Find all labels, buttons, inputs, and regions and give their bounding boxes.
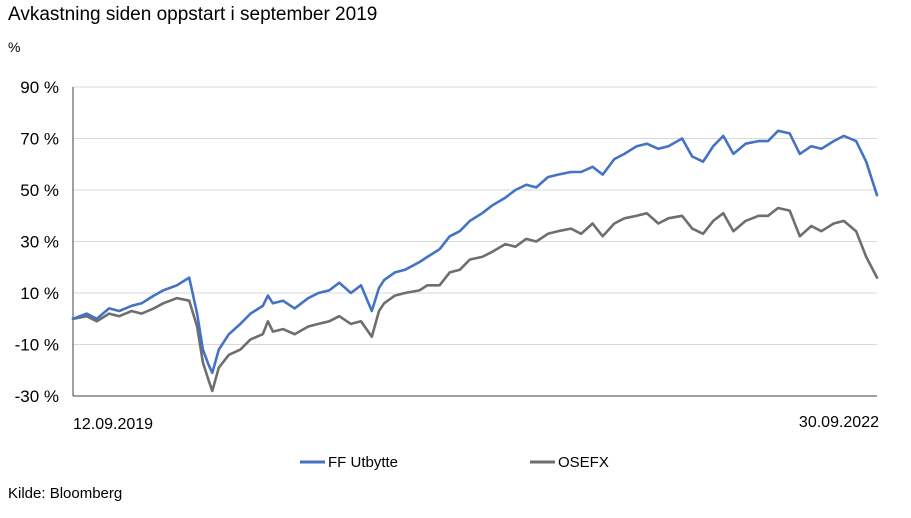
y-tick-label: 70 % [20, 130, 59, 149]
x-start-label: 12.09.2019 [73, 416, 153, 433]
axes [72, 87, 877, 397]
y-tick-label: -10 % [15, 336, 59, 355]
source-note: Kilde: Bloomberg [8, 485, 123, 502]
legend: FF Utbytte OSEFX [300, 454, 609, 471]
x-end-label: 30.09.2022 [799, 414, 879, 431]
legend-label: FF Utbytte [328, 454, 398, 471]
y-tick-label: 90 % [20, 78, 59, 97]
y-tick-label: 10 % [20, 284, 59, 303]
gridlines [73, 86, 877, 345]
series-line [71, 206, 879, 393]
y-tick-label: 50 % [20, 181, 59, 200]
series-lines [71, 129, 879, 393]
legend-label: OSEFX [558, 454, 609, 471]
y-tick-labels: -30 % -10 % 10 % 30 % 50 % 70 % 90 % [15, 78, 59, 406]
y-tick-label: -30 % [15, 387, 59, 406]
series-line [71, 129, 879, 375]
chart-title: Avkastning siden oppstart i september 20… [8, 4, 378, 25]
y-unit-label: % [8, 39, 21, 55]
y-tick-label: 30 % [20, 233, 59, 252]
